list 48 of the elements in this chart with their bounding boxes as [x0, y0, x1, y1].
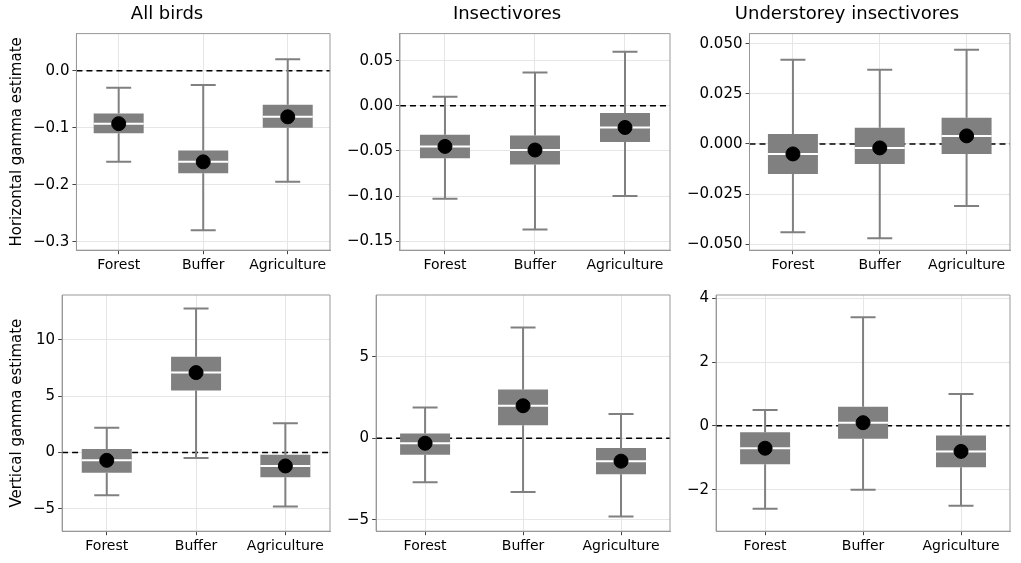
- x-tick-label: Agriculture: [249, 256, 327, 273]
- x-tick-label: Agriculture: [246, 537, 324, 554]
- x-tick-label: Forest: [743, 537, 788, 554]
- y-tick-label: −0.15: [347, 231, 393, 250]
- y-tick-label: 0: [45, 442, 56, 461]
- chart-title: Understorey insectivores: [734, 2, 960, 24]
- x-tick-label: Buffer: [841, 537, 885, 554]
- y-tick-label: −0.05: [347, 140, 393, 159]
- y-tick-label: −0.10: [347, 185, 393, 204]
- y-tick-label: −0.2: [32, 174, 70, 193]
- y-tick-label: 5: [45, 386, 56, 405]
- x-tick-label: Agriculture: [586, 256, 664, 273]
- chart-title: All birds: [130, 2, 204, 24]
- x-tick-label: Forest: [423, 256, 467, 273]
- y-tick-label: −2: [686, 479, 710, 498]
- y-tick-label: −0.025: [686, 183, 743, 202]
- y-tick-label: 0.000: [699, 133, 743, 152]
- chart-title: Insectivores: [452, 2, 562, 24]
- x-tick-label: Forest: [97, 256, 141, 273]
- y-tick-label: 0.025: [699, 83, 743, 102]
- x-tick-label: Buffer: [174, 537, 218, 554]
- y-tick-label: 10: [36, 329, 56, 348]
- y-tick-label: 2: [699, 351, 710, 370]
- y-tick-label: 0.0: [45, 60, 70, 79]
- x-tick-label: Forest: [403, 537, 448, 554]
- y-tick-label: 0.00: [359, 95, 393, 114]
- x-tick-label: Buffer: [181, 256, 225, 273]
- y-tick-label: 0: [359, 428, 370, 447]
- y-tick-label: −5: [346, 509, 370, 528]
- x-tick-label: Buffer: [858, 256, 902, 273]
- y-axis-title: Horizontal gamma estimate: [6, 37, 25, 247]
- y-tick-label: 0: [699, 415, 710, 434]
- y-tick-label: −0.1: [32, 117, 70, 136]
- x-tick-label: Forest: [85, 537, 129, 554]
- y-tick-label: −0.050: [686, 234, 743, 253]
- x-tick-label: Agriculture: [922, 537, 1000, 554]
- y-tick-label: 4: [699, 288, 710, 307]
- x-tick-label: Buffer: [501, 537, 545, 554]
- x-tick-label: Agriculture: [582, 537, 660, 554]
- y-tick-label: 0.050: [699, 33, 743, 52]
- y-tick-label: 5: [359, 346, 370, 365]
- y-axis-title: Vertical gamma estimate: [6, 318, 25, 508]
- y-tick-label: 0.05: [359, 50, 393, 69]
- x-tick-label: Buffer: [513, 256, 557, 273]
- x-tick-label: Agriculture: [928, 256, 1006, 273]
- y-tick-label: −0.3: [32, 231, 70, 250]
- x-tick-label: Forest: [771, 256, 815, 273]
- y-tick-label: −5: [32, 498, 56, 517]
